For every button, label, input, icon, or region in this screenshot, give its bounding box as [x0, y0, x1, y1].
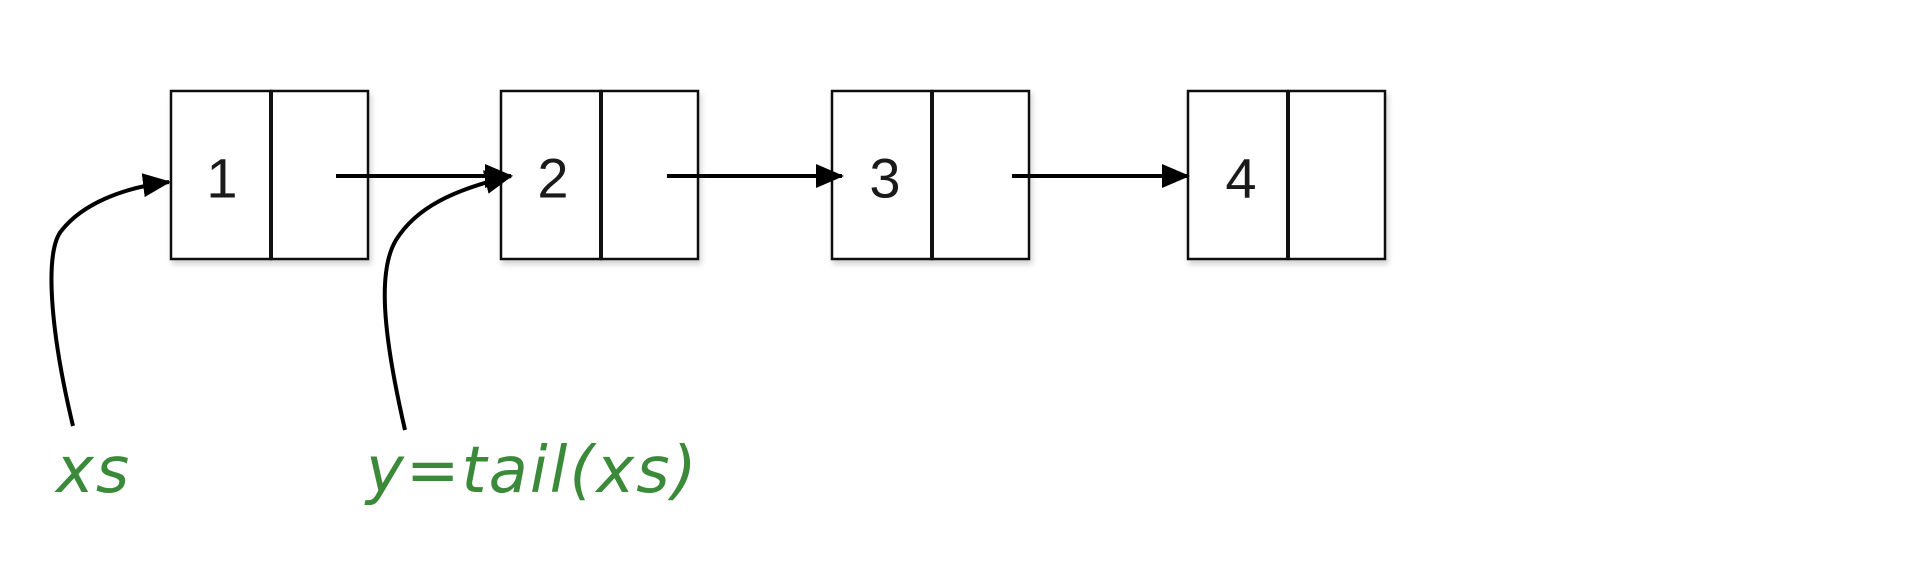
- node-3-value: 3: [869, 147, 900, 210]
- tail-label: y=tail(xs): [364, 434, 699, 508]
- node-1-value: 1: [206, 147, 237, 210]
- list-node-4: [1186, 89, 1387, 261]
- xs-pointer-arrow: [49, 173, 171, 427]
- node-4-value: 4: [1225, 147, 1256, 210]
- xs-label: xs: [54, 434, 131, 508]
- tail-pointer-arrow: [382, 170, 513, 431]
- node-2-value-cell: [499, 89, 603, 261]
- list-node-1: [169, 89, 370, 261]
- node-2-value: 2: [537, 147, 568, 210]
- node-4-pointer-cell: [1286, 89, 1387, 261]
- node-1-value-cell: [169, 89, 273, 261]
